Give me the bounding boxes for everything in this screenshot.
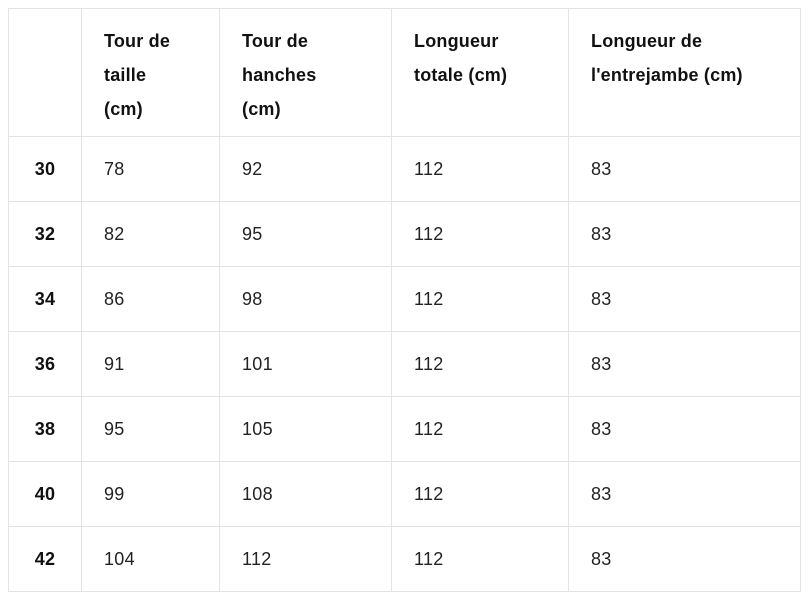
- size-label: 36: [8, 331, 82, 397]
- table-row: 38 95 105 112 83: [8, 396, 801, 462]
- measurement-value: 83: [568, 461, 801, 527]
- table-row: 42 104 112 112 83: [8, 526, 801, 592]
- table-row: 36 91 101 112 83: [8, 331, 801, 397]
- measurement-value: 99: [81, 461, 220, 527]
- size-label: 38: [8, 396, 82, 462]
- size-label: 30: [8, 136, 82, 202]
- measurement-value: 83: [568, 526, 801, 592]
- measurement-value: 112: [391, 201, 569, 267]
- measurement-value: 92: [219, 136, 392, 202]
- measurement-value: 112: [391, 396, 569, 462]
- table-row: 30 78 92 112 83: [8, 136, 801, 202]
- measurement-value: 83: [568, 266, 801, 332]
- measurement-value: 95: [219, 201, 392, 267]
- table-row: 32 82 95 112 83: [8, 201, 801, 267]
- measurement-value: 105: [219, 396, 392, 462]
- measurement-value: 104: [81, 526, 220, 592]
- size-label: 32: [8, 201, 82, 267]
- measurement-value: 78: [81, 136, 220, 202]
- table-row: 34 86 98 112 83: [8, 266, 801, 332]
- measurement-value: 86: [81, 266, 220, 332]
- measurement-value: 83: [568, 136, 801, 202]
- size-chart-table: Tour de taille (cm) Tour de hanches (cm) L…: [8, 8, 801, 592]
- measurement-value: 98: [219, 266, 392, 332]
- size-label: 40: [8, 461, 82, 527]
- measurement-value: 112: [391, 526, 569, 592]
- size-chart-header: Tour de taille (cm) Tour de hanches (cm) L…: [8, 8, 801, 137]
- measurement-value: 83: [568, 331, 801, 397]
- measurement-value: 82: [81, 201, 220, 267]
- column-header: Tour de hanches (cm): [219, 8, 392, 137]
- measurement-value: 91: [81, 331, 220, 397]
- column-header: Tour de taille (cm): [81, 8, 220, 137]
- table-row: 40 99 108 112 83: [8, 461, 801, 527]
- corner-cell: [8, 8, 82, 137]
- measurement-value: 112: [391, 266, 569, 332]
- column-header: Longueur de l'entrejambe (cm): [568, 8, 801, 137]
- size-label: 42: [8, 526, 82, 592]
- measurement-value: 112: [391, 331, 569, 397]
- size-label: 34: [8, 266, 82, 332]
- measurement-value: 112: [219, 526, 392, 592]
- measurement-value: 112: [391, 136, 569, 202]
- measurement-value: 83: [568, 396, 801, 462]
- measurement-value: 95: [81, 396, 220, 462]
- measurement-value: 112: [391, 461, 569, 527]
- size-chart-body: 30 78 92 112 83 32 82 95 112 83 34 86 98 112 83 36 91 101…: [8, 136, 801, 592]
- column-header: Longueur totale (cm): [391, 8, 569, 137]
- measurement-value: 83: [568, 201, 801, 267]
- measurement-value: 108: [219, 461, 392, 527]
- measurement-value: 101: [219, 331, 392, 397]
- header-row: Tour de taille (cm) Tour de hanches (cm) L…: [8, 8, 801, 137]
